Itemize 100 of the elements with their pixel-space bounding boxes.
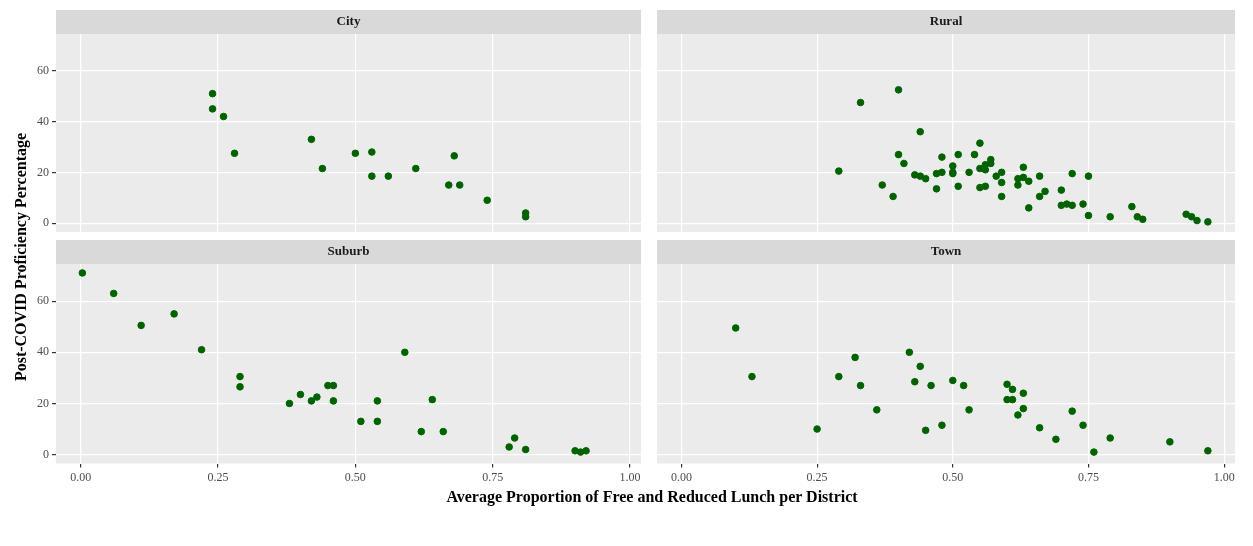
point (307, 397, 316, 405)
point (997, 178, 1006, 187)
y-tick-label: 20 (37, 164, 49, 179)
point (368, 148, 376, 156)
x-tick-label: 0.50 (344, 469, 366, 484)
point (417, 427, 426, 436)
point (921, 426, 930, 435)
point (1079, 200, 1087, 208)
point (900, 159, 908, 168)
point (373, 397, 382, 405)
point (1052, 435, 1060, 444)
point (1106, 434, 1114, 442)
x-axis-title: Average Proportion of Free and Reduced Lunch per District (445, 488, 859, 506)
chart-title: Town (930, 243, 963, 259)
point (976, 139, 984, 147)
point (1035, 192, 1044, 201)
point (1204, 447, 1212, 455)
point (1041, 187, 1049, 196)
point (571, 447, 579, 455)
point (1187, 212, 1196, 221)
point (208, 89, 217, 98)
point (1003, 395, 1011, 404)
point (450, 152, 459, 160)
point (285, 399, 294, 408)
point (1035, 172, 1044, 180)
point (997, 168, 1006, 177)
point (992, 172, 1000, 180)
y-tick-label: 40 (37, 113, 49, 128)
point (444, 181, 453, 189)
point (970, 150, 979, 159)
point (916, 127, 925, 136)
point (1019, 404, 1028, 413)
point (813, 425, 821, 433)
point (1035, 423, 1044, 432)
point (329, 397, 338, 405)
point (307, 135, 316, 144)
point (731, 324, 740, 332)
point (856, 381, 865, 390)
point (521, 445, 530, 454)
point (455, 181, 464, 189)
point (439, 427, 448, 436)
point (997, 192, 1006, 201)
point (894, 150, 903, 159)
point (932, 185, 941, 193)
point (1068, 169, 1076, 178)
point (357, 417, 365, 426)
chart-title: Suburb (327, 243, 370, 259)
chart-title: City (336, 13, 361, 29)
y-tick-label: 0 (43, 215, 49, 230)
point (965, 406, 973, 414)
point (1090, 448, 1098, 456)
point (1024, 177, 1033, 186)
point (1008, 395, 1017, 404)
x-tick-label: 1.00 (1213, 469, 1235, 484)
x-tick-label: 0.75 (482, 469, 504, 484)
point (1193, 216, 1201, 225)
point (1014, 181, 1022, 189)
y-axis-title: Post-COVID Proficiency Percentage (12, 132, 30, 382)
point (959, 381, 968, 390)
point (938, 421, 946, 430)
point (1084, 172, 1093, 180)
point (1003, 380, 1011, 389)
point (889, 192, 897, 201)
x-tick-label: 0.25 (806, 469, 828, 484)
point (236, 383, 244, 391)
chart-title: Rural (929, 13, 963, 29)
y-tick-label: 0 (43, 446, 49, 461)
point (1068, 407, 1076, 415)
point (384, 172, 393, 180)
point (954, 150, 963, 159)
point (878, 181, 887, 189)
point (313, 393, 321, 401)
point (1138, 215, 1147, 224)
point (428, 395, 437, 404)
point (948, 376, 957, 385)
point (137, 321, 145, 330)
point (411, 164, 420, 173)
point (78, 269, 87, 277)
point (510, 434, 519, 442)
x-tick-label: 0.25 (207, 469, 229, 484)
point (1166, 438, 1174, 446)
point (948, 162, 957, 170)
point (1057, 186, 1066, 194)
point (910, 377, 919, 386)
x-tick-label: 0.00 (670, 469, 692, 484)
point (938, 168, 946, 177)
x-tick-label: 1.00 (619, 469, 641, 484)
point (927, 381, 935, 390)
point (236, 372, 244, 381)
point (230, 149, 239, 158)
point (835, 372, 843, 381)
point (965, 168, 973, 177)
point (1084, 211, 1093, 220)
point (1106, 212, 1114, 221)
point (1128, 202, 1136, 211)
point (483, 196, 491, 205)
point (318, 164, 327, 173)
point (1204, 218, 1212, 226)
point (905, 348, 914, 357)
point (368, 172, 376, 180)
